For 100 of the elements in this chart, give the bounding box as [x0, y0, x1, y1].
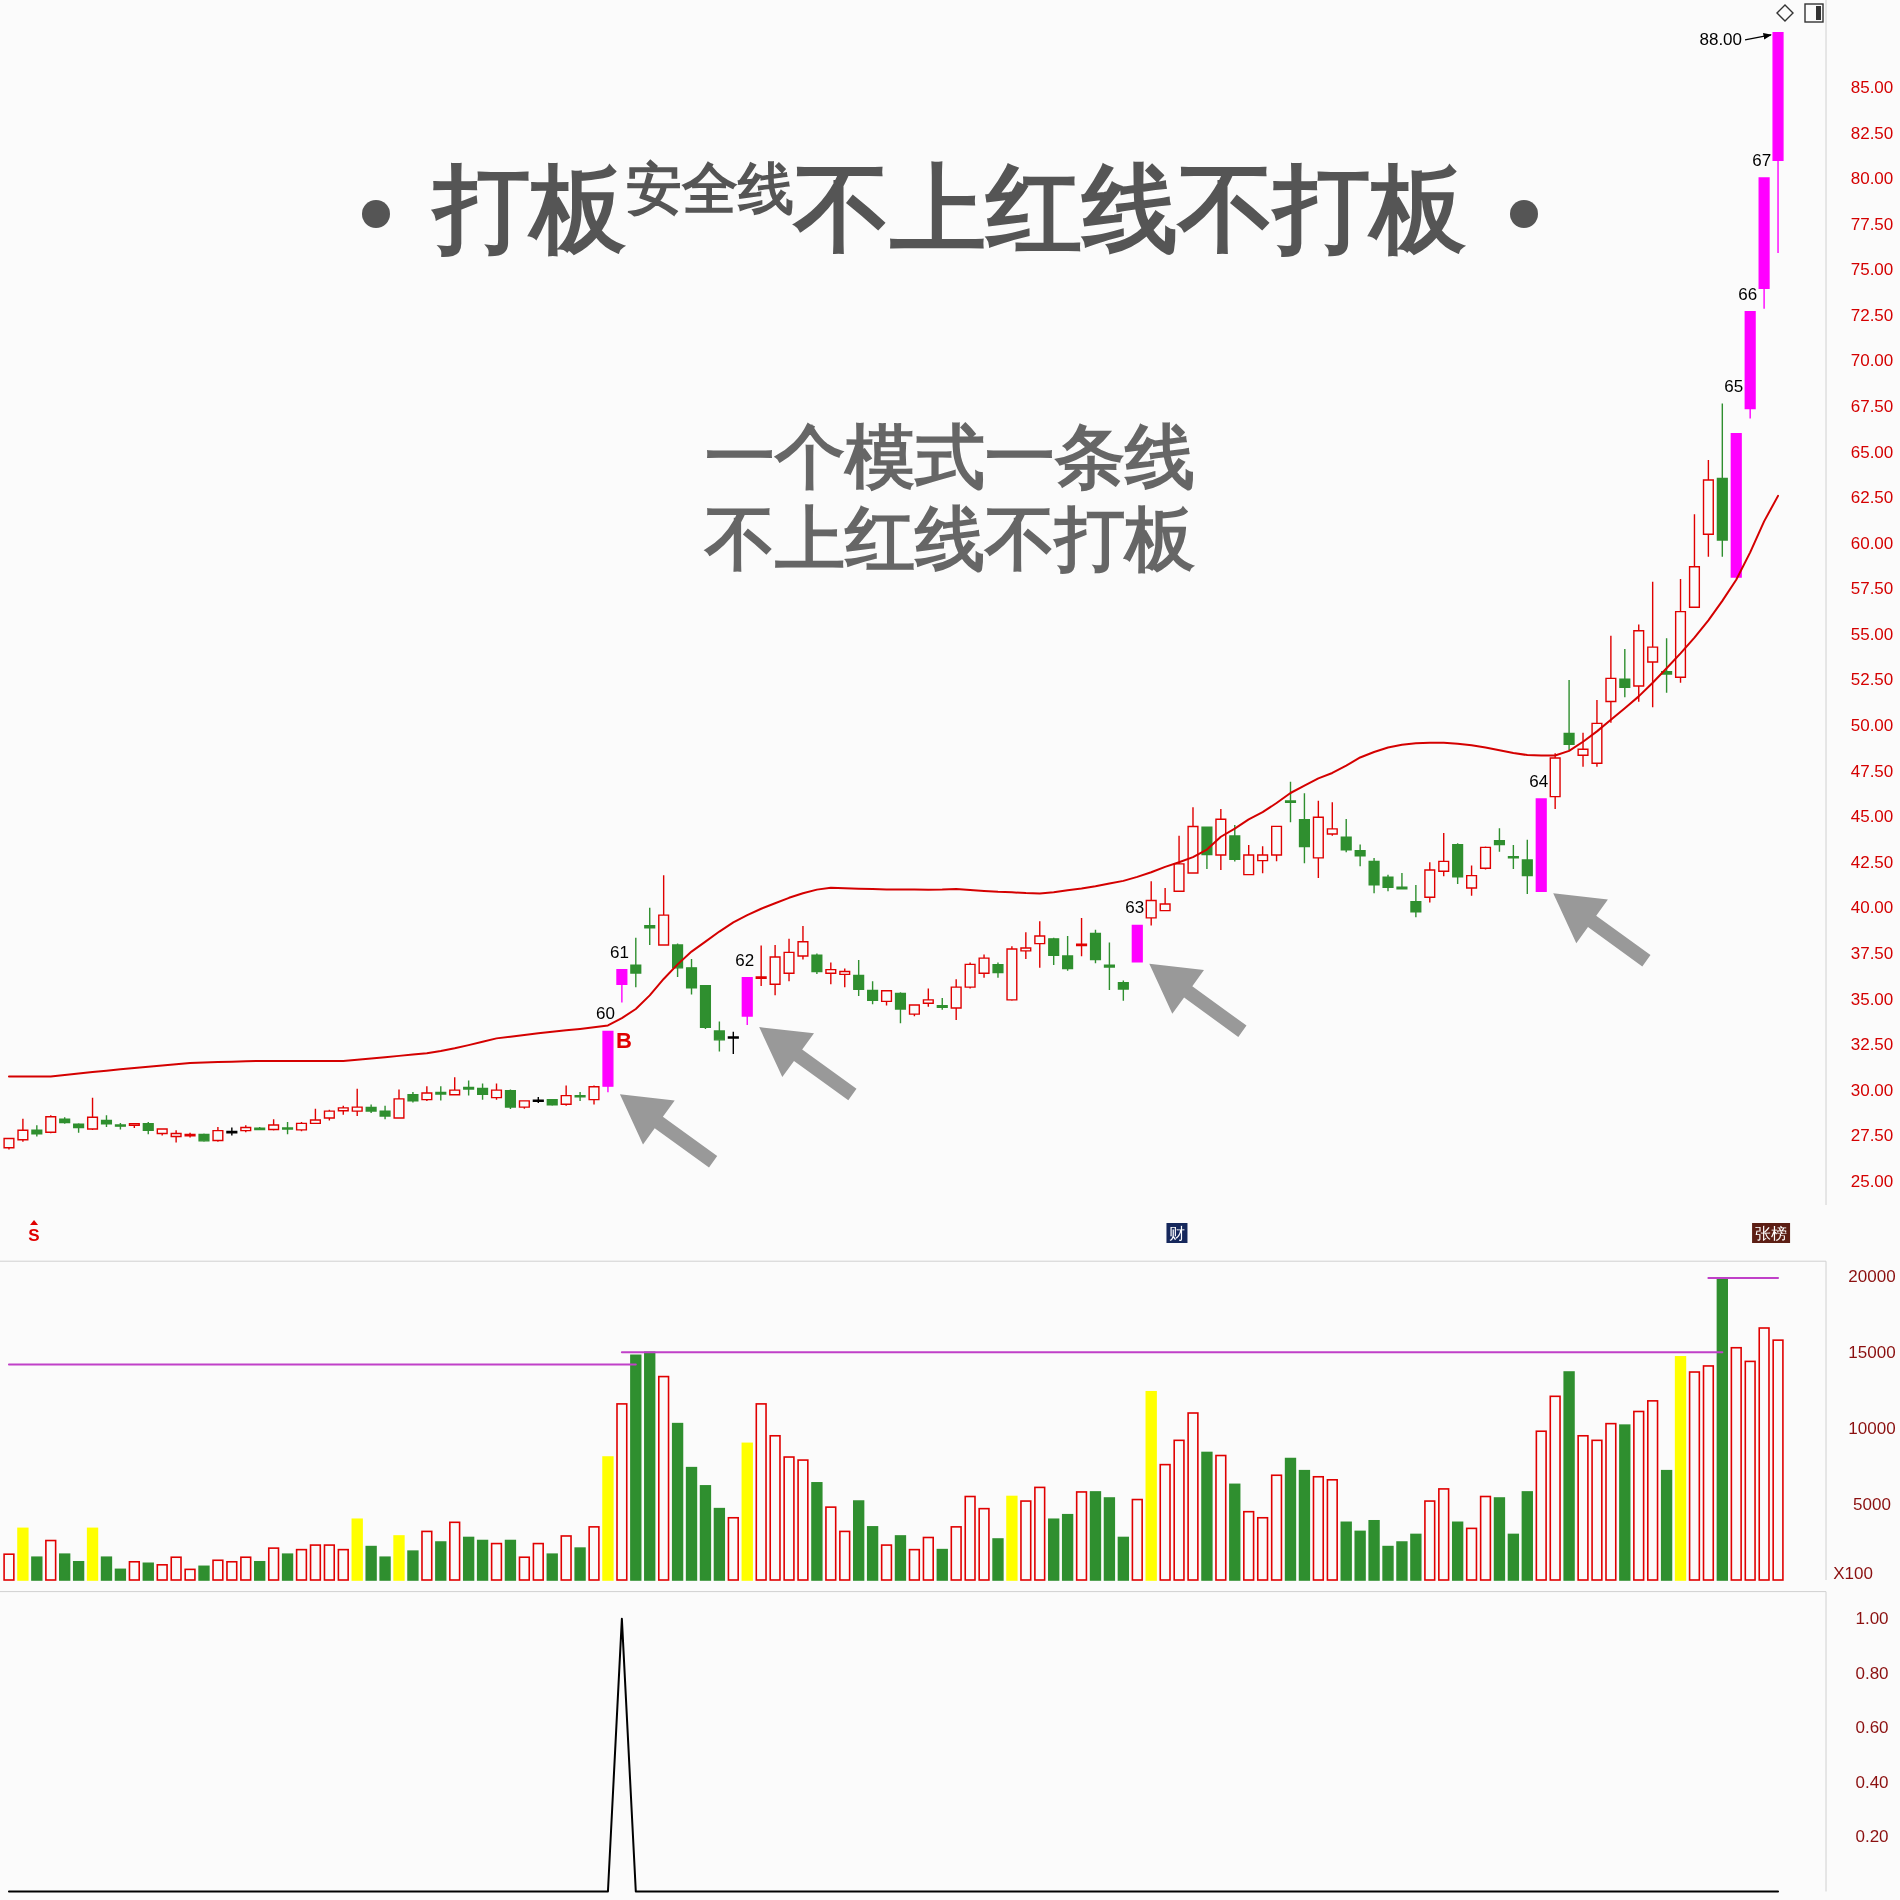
- bar: [1410, 1533, 1422, 1581]
- bar: [950, 1526, 962, 1581]
- candlestick: [658, 874, 670, 946]
- bar: [156, 1564, 168, 1581]
- candlestick: [184, 1132, 196, 1139]
- bar: [644, 1351, 656, 1581]
- candlestick: [1006, 945, 1018, 1002]
- candlestick: [518, 1099, 530, 1110]
- bar: [1354, 1530, 1366, 1581]
- bar: [309, 1544, 322, 1581]
- y-tick-label: 27.50: [1850, 1126, 1894, 1146]
- y-tick-label: 25.00: [1850, 1171, 1894, 1191]
- candlestick: [1633, 623, 1645, 703]
- text: 67: [1752, 150, 1772, 170]
- candlestick: [351, 1087, 363, 1117]
- y-tick-label: 0.60: [1855, 1718, 1889, 1738]
- bar: [323, 1544, 336, 1581]
- candlestick: [31, 1124, 43, 1138]
- bar: [1201, 1451, 1213, 1581]
- y-tick-label: 15000: [1848, 1342, 1896, 1362]
- y-tick-label: 62.50: [1850, 488, 1894, 508]
- bar: [1396, 1541, 1408, 1581]
- y-tick-label: 47.50: [1850, 761, 1894, 781]
- y-tick-label: 65.00: [1850, 442, 1894, 462]
- candlestick: [1661, 637, 1673, 694]
- bar: [17, 1527, 29, 1581]
- text: 62: [735, 950, 755, 970]
- y-tick-label: 5000: [1853, 1494, 1891, 1514]
- candlestick: [922, 987, 934, 1008]
- bar: [616, 1403, 628, 1581]
- bar: [518, 1556, 531, 1581]
- y-tick-label: 57.50: [1850, 579, 1894, 599]
- bar: [685, 1466, 698, 1581]
- y-tick-label: 70.00: [1850, 351, 1894, 371]
- candlestick: [1577, 731, 1589, 768]
- bar: [1493, 1497, 1506, 1581]
- bar: [31, 1556, 43, 1581]
- bar: [825, 1506, 837, 1581]
- candlestick: [769, 944, 781, 996]
- bar: [1159, 1463, 1171, 1581]
- candlestick: [783, 938, 795, 983]
- bar: [908, 1548, 921, 1581]
- candlestick: [1034, 920, 1046, 969]
- line-series: [7, 494, 1780, 1078]
- candlestick: [685, 958, 698, 996]
- y-tick-label: 35.00: [1850, 989, 1894, 1009]
- bar: [1549, 1395, 1561, 1581]
- bar: [504, 1539, 517, 1581]
- candlestick: [1702, 459, 1714, 558]
- candlestick: [853, 959, 865, 997]
- candlestick: [1270, 825, 1283, 863]
- bar: [1507, 1533, 1520, 1581]
- candlestick: [644, 907, 656, 946]
- candlestick: [1187, 806, 1199, 874]
- candlestick: [240, 1124, 252, 1133]
- bar: [212, 1559, 224, 1581]
- candlestick: [407, 1091, 419, 1104]
- bar: [1646, 1400, 1659, 1581]
- bar: [671, 1422, 684, 1581]
- candlestick: [867, 980, 879, 1005]
- candlestick: [964, 961, 976, 990]
- candlestick: [811, 952, 823, 975]
- bar: [657, 1375, 670, 1581]
- candlestick: [1103, 941, 1115, 991]
- bar: [1633, 1410, 1645, 1581]
- y-tick-label: 1.00: [1855, 1609, 1889, 1629]
- bar: [922, 1536, 934, 1581]
- bar: [449, 1521, 461, 1581]
- candlestick: [936, 997, 948, 1011]
- candlestick: [1368, 857, 1380, 894]
- bar: [1730, 1346, 1742, 1581]
- text: 61: [609, 942, 629, 962]
- text: 一个模式一条线不上红线不打板: [703, 416, 1196, 580]
- candlestick: [73, 1122, 85, 1134]
- candlestick: [309, 1108, 321, 1125]
- candlestick: [797, 925, 809, 961]
- candlestick: [170, 1129, 182, 1144]
- y-tick-label: 32.50: [1850, 1035, 1894, 1055]
- candlestick: [1479, 845, 1492, 871]
- text: 64: [1529, 772, 1549, 792]
- bar: [1563, 1371, 1575, 1581]
- bar: [142, 1562, 154, 1581]
- bar: [546, 1553, 558, 1581]
- candlestick: [1452, 842, 1464, 885]
- bar: [588, 1526, 600, 1581]
- bar: [393, 1535, 405, 1581]
- y-tick-label: 0.80: [1855, 1663, 1889, 1683]
- candlestick: [1466, 864, 1478, 897]
- candlestick: [825, 961, 837, 985]
- candlestick: [128, 1122, 140, 1129]
- bar: [560, 1535, 572, 1581]
- bar: [894, 1535, 907, 1581]
- bar: [72, 1560, 85, 1581]
- candlestick: [755, 944, 767, 987]
- candlestick: [1772, 32, 1784, 254]
- bar: [490, 1542, 503, 1581]
- candlestick: [1131, 924, 1143, 963]
- candlestick: [1591, 699, 1603, 768]
- bar: [1438, 1488, 1450, 1581]
- candlestick: [546, 1098, 558, 1107]
